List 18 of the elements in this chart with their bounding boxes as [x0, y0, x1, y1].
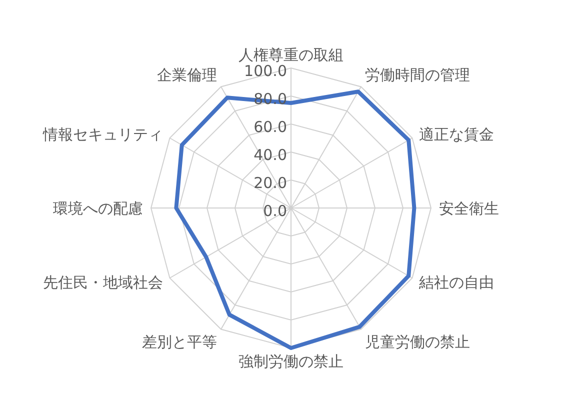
spoke-label: 環境への配慮	[53, 199, 143, 218]
y-tick-label: 60.0	[254, 118, 287, 136]
y-tick-label: 100.0	[244, 62, 287, 80]
spoke-label: 安全衛生	[439, 199, 499, 218]
y-tick-label: 80.0	[254, 90, 287, 108]
spoke-label: 先住民・地域社会	[42, 273, 163, 292]
y-tick-label: 0.0	[263, 202, 287, 220]
spoke-label: 情報セキュリティ	[42, 125, 163, 144]
spoke-label: 適正な賃金	[419, 125, 494, 144]
y-tick-label: 40.0	[254, 146, 287, 164]
spoke-label: 企業倫理	[157, 66, 217, 84]
spoke-label: 差別と平等	[142, 332, 217, 351]
spoke-label: 強制労働の禁止	[238, 352, 344, 371]
spoke-label: 人権尊重の取組	[238, 46, 344, 64]
y-tick-label: 20.0	[254, 174, 287, 192]
spoke-label: 労働時間の管理	[365, 66, 470, 84]
spoke-label: 結社の自由	[418, 273, 494, 292]
spoke-label: 児童労働の禁止	[365, 332, 470, 351]
